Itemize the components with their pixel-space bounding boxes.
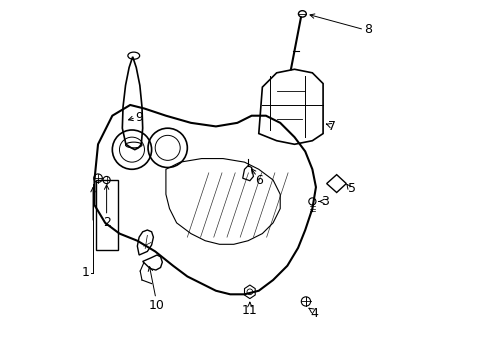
Text: 5: 5 [347,183,355,195]
Text: 7: 7 [327,120,335,133]
Text: 2: 2 [102,216,110,229]
Text: 8: 8 [363,23,371,36]
Text: 10: 10 [149,298,164,311]
Text: 4: 4 [309,307,318,320]
Text: 3: 3 [320,195,328,208]
Text: 6: 6 [254,174,262,186]
Text: 9: 9 [135,111,143,124]
Text: 1: 1 [81,266,89,279]
Bar [95,180,118,249]
Text: 11: 11 [242,304,257,317]
